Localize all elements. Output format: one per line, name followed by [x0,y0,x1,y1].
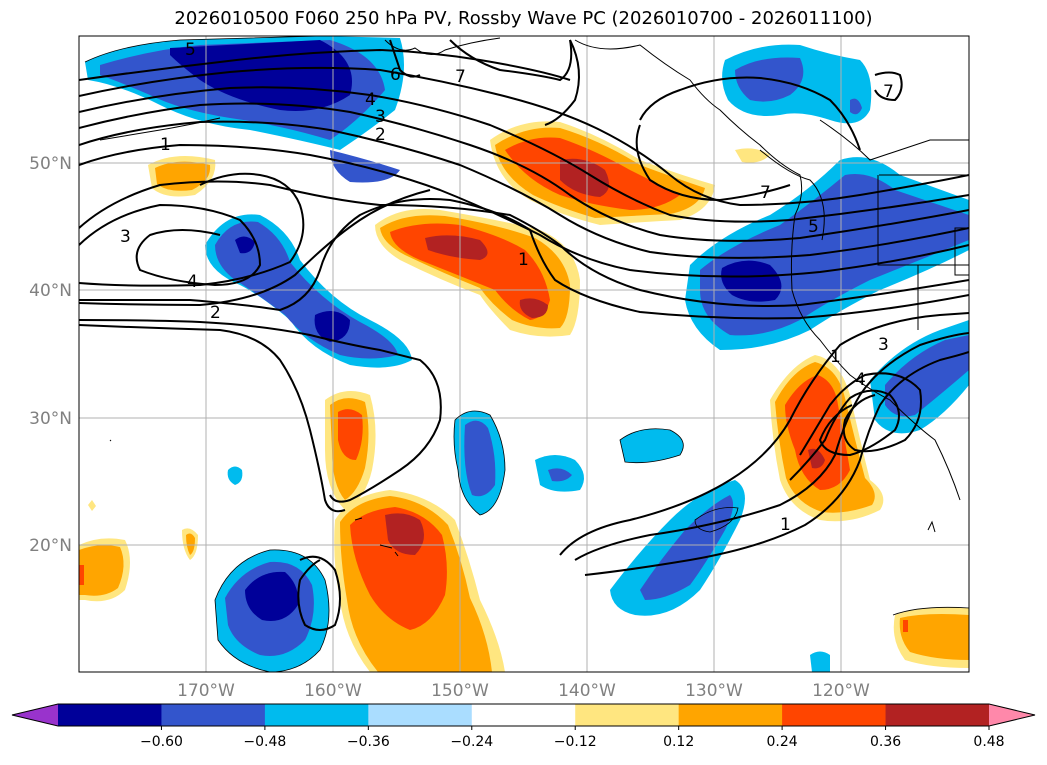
colorbar-tick-label: 0.12 [663,734,694,750]
contour-label: 1 [160,135,171,155]
contour-label: 5 [808,217,819,237]
colorbar: −0.60 −0.48 −0.36 −0.24 −0.12 0.12 0.24 0.36 0.4… [11,703,1036,750]
contour-label: 4 [365,90,376,110]
contour-labels: 5 1 3 4 2 6 7 4 3 2 1 7 5 1 3 4 1 7 [120,40,894,535]
contour-label: 3 [878,335,889,355]
pv-contours [79,39,969,631]
colorbar-segment [368,704,473,726]
map-content: 5 1 3 4 2 6 7 4 3 2 1 7 5 1 3 4 1 7 [79,36,969,672]
contour-label: 4 [187,272,198,292]
colorbar-segment [885,704,990,726]
contour-label: 3 [120,227,131,247]
lat-label: 20°N [29,536,72,556]
contour-label: 2 [210,303,221,323]
lon-label: 170°W [177,681,235,701]
latitude-labels: 50°N 40°N 30°N 20°N [29,154,72,556]
lat-label: 30°N [29,409,72,429]
contour-label: 1 [780,515,791,535]
map-frame [78,35,970,673]
contour-label: 6 [390,65,401,85]
contour-label: 4 [855,370,866,390]
colorbar-segment [58,704,162,726]
gridlines [79,36,969,672]
colorbar-tick-label: 0.24 [767,734,798,750]
colorbar-segment [161,704,266,726]
colorbar-tick-label: 0.36 [870,734,901,750]
lat-label: 50°N [29,154,72,174]
lon-label: 130°W [685,681,743,701]
lon-label: 150°W [431,681,489,701]
contour-label: 3 [375,107,386,127]
contour-label: 2 [375,125,386,145]
contour-label: 7 [760,183,771,203]
colorbar-extend-low [12,704,58,726]
lat-label: 40°N [29,281,72,301]
contour-label: 1 [518,250,529,270]
colorbar-tick-label: −0.48 [243,734,286,750]
lon-label: 120°W [812,681,870,701]
longitude-labels: 170°W 160°W 150°W 140°W 130°W 120°W [177,681,870,701]
colorbar-tick-label: −0.60 [140,734,183,750]
colorbar-segment [575,704,680,726]
contour-label: 7 [883,82,894,102]
chart-title: 2026010500 F060 250 hPa PV, Rossby Wave … [174,8,873,29]
colorbar-tick-label: −0.24 [450,734,493,750]
colorbar-segment [782,704,887,726]
lon-label: 160°W [304,681,362,701]
colorbar-segment [471,704,576,726]
colorbar-tick-label: −0.12 [554,734,597,750]
shading-outlines [84,36,969,672]
colorbar-outline [11,703,1036,727]
colorbar-segment [264,704,369,726]
colorbar-tick-label: −0.36 [347,734,390,750]
colorbar-tick-label: 0.48 [973,734,1004,750]
colorbar-extend-high [989,704,1035,726]
lon-label: 140°W [558,681,616,701]
contour-label: 1 [830,347,841,367]
contour-label: 5 [185,40,196,60]
contour-label: 7 [455,67,466,87]
colorbar-segment [678,704,783,726]
